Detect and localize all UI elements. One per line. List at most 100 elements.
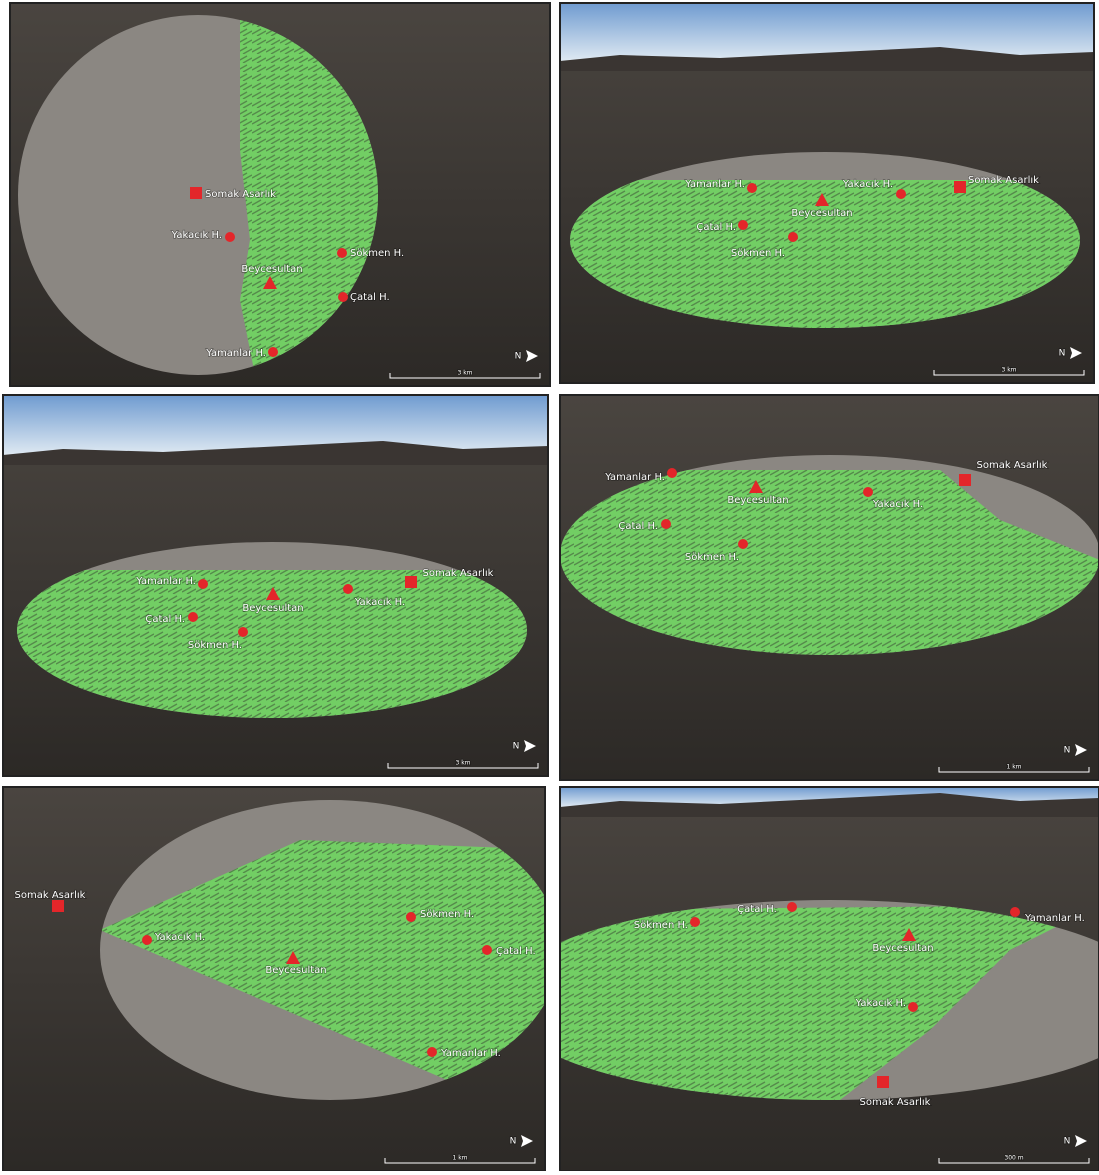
map-panel: Sökmen H. Çatal H. Yamanlar H. Beycesultan Y… <box>559 786 1099 1172</box>
site-label: Yamanlar H. <box>135 576 196 587</box>
site-label: Yamanlar H. <box>1024 913 1085 924</box>
site-marker <box>877 1076 889 1088</box>
visible-area <box>100 840 545 1100</box>
site-label: Somak Asarlık <box>15 890 86 901</box>
site-label: Yamanlar H. <box>684 179 745 190</box>
map-panel: Somak Asarlık Yakacık H. Sökmen H. Beycesul… <box>2 786 546 1172</box>
site-label: Sökmen H. <box>350 248 404 259</box>
site-marker <box>188 612 198 622</box>
scale-bar <box>933 370 1085 376</box>
north-arrow <box>521 1135 533 1147</box>
panel-content: Somak Asarlık Yakacık H. Sökmen H. Beycesul… <box>10 3 550 386</box>
scale-bar <box>384 1158 536 1164</box>
site-label: Somak Asarlık <box>860 1097 931 1108</box>
site-label: Beycesultan <box>241 264 302 275</box>
site-label: Çatal H. <box>145 614 185 625</box>
site-marker <box>406 912 416 922</box>
visible-area <box>17 570 527 718</box>
scale-bar <box>389 373 541 379</box>
north-label: N <box>1064 1137 1071 1147</box>
map-panel: Yamanlar H. Beycesultan Yakacık H. Somak As… <box>559 394 1099 781</box>
site-marker <box>268 347 278 357</box>
panel-content: Sökmen H. Çatal H. Yamanlar H. Beycesultan Y… <box>560 787 1099 1171</box>
site-label: Beycesultan <box>791 208 852 219</box>
site-marker <box>142 935 152 945</box>
site-marker <box>238 627 248 637</box>
scale-bar <box>938 767 1090 773</box>
site-marker <box>225 232 235 242</box>
site-label: Beycesultan <box>242 603 303 614</box>
site-marker <box>198 579 208 589</box>
site-label: Yamanlar H. <box>604 472 665 483</box>
scale-label: 1 km <box>1006 764 1021 771</box>
site-label: Beycesultan <box>265 965 326 976</box>
scale-label: 1 km <box>452 1155 467 1162</box>
site-label: Yamanlar H. <box>205 348 266 359</box>
site-label: Somak Asarlık <box>205 189 276 200</box>
visible-area <box>240 15 378 375</box>
site-marker <box>1010 907 1020 917</box>
site-label: Çatal H. <box>696 222 736 233</box>
map-panel: Somak Asarlık Yakacık H. Sökmen H. Beycesul… <box>9 2 551 387</box>
site-label: Yakacık H. <box>842 179 893 190</box>
site-marker <box>263 276 277 289</box>
scale-label: 3 km <box>455 760 470 767</box>
site-label: Sökmen H. <box>731 248 785 259</box>
north-arrow <box>1070 347 1082 359</box>
site-label: Çatal H. <box>618 521 658 532</box>
site-label: Yamanlar H. <box>440 1048 501 1059</box>
panel-content: Yamanlar H. Beycesultan Yakacık H. Somak As… <box>560 395 1099 780</box>
site-marker <box>482 945 492 955</box>
panel-border <box>9 2 551 387</box>
site-marker <box>738 220 748 230</box>
site-label: Yakacık H. <box>154 932 205 943</box>
site-marker <box>738 539 748 549</box>
panel-content: Yamanlar H. Beycesultan Yakacık H. Somak As… <box>560 3 1094 383</box>
sky <box>3 395 548 455</box>
site-marker <box>959 474 971 486</box>
map-panel: Yamanlar H. Beycesultan Yakacık H. Somak As… <box>559 2 1095 384</box>
site-label: Somak Asarlık <box>423 568 494 579</box>
site-label: Beycesultan <box>727 495 788 506</box>
site-label: Yakacık H. <box>855 998 906 1009</box>
site-label: Somak Asarlık <box>968 175 1039 186</box>
panel-border <box>2 394 549 777</box>
mountains <box>560 793 1099 817</box>
site-marker <box>787 902 797 912</box>
site-marker <box>788 232 798 242</box>
map-panel: Yamanlar H. Beycesultan Yakacık H. Somak As… <box>2 394 549 777</box>
site-marker <box>337 248 347 258</box>
panel-border <box>559 394 1099 781</box>
site-label: Sökmen H. <box>685 552 739 563</box>
site-label: Çatal H. <box>350 292 390 303</box>
site-label: Çatal H. <box>737 904 777 915</box>
site-marker <box>286 951 300 964</box>
north-label: N <box>1064 746 1071 756</box>
site-marker <box>908 1002 918 1012</box>
site-marker <box>338 292 348 302</box>
site-label: Yakacık H. <box>171 230 222 241</box>
site-label: Sökmen H. <box>188 640 242 651</box>
site-marker <box>749 480 763 493</box>
panel-border <box>559 2 1095 384</box>
site-marker <box>747 183 757 193</box>
site-marker <box>863 487 873 497</box>
site-label: Çatal H. <box>496 946 536 957</box>
site-marker <box>427 1047 437 1057</box>
visible-area <box>570 180 1080 328</box>
site-label: Beycesultan <box>872 943 933 954</box>
site-marker <box>405 576 417 588</box>
panel-content: Yamanlar H. Beycesultan Yakacık H. Somak As… <box>3 395 548 776</box>
site-label: Somak Asarlık <box>977 460 1048 471</box>
panel-content: Somak Asarlık Yakacık H. Sökmen H. Beycesul… <box>3 787 545 1171</box>
site-marker <box>52 900 64 912</box>
north-label: N <box>1059 349 1066 359</box>
mountains <box>3 441 548 465</box>
scale-label: 300 m <box>1004 1155 1023 1162</box>
north-arrow <box>526 350 538 362</box>
site-label: Yakacık H. <box>872 499 923 510</box>
site-marker <box>343 584 353 594</box>
scale-label: 3 km <box>1001 367 1016 374</box>
scale-label: 3 km <box>457 370 472 377</box>
